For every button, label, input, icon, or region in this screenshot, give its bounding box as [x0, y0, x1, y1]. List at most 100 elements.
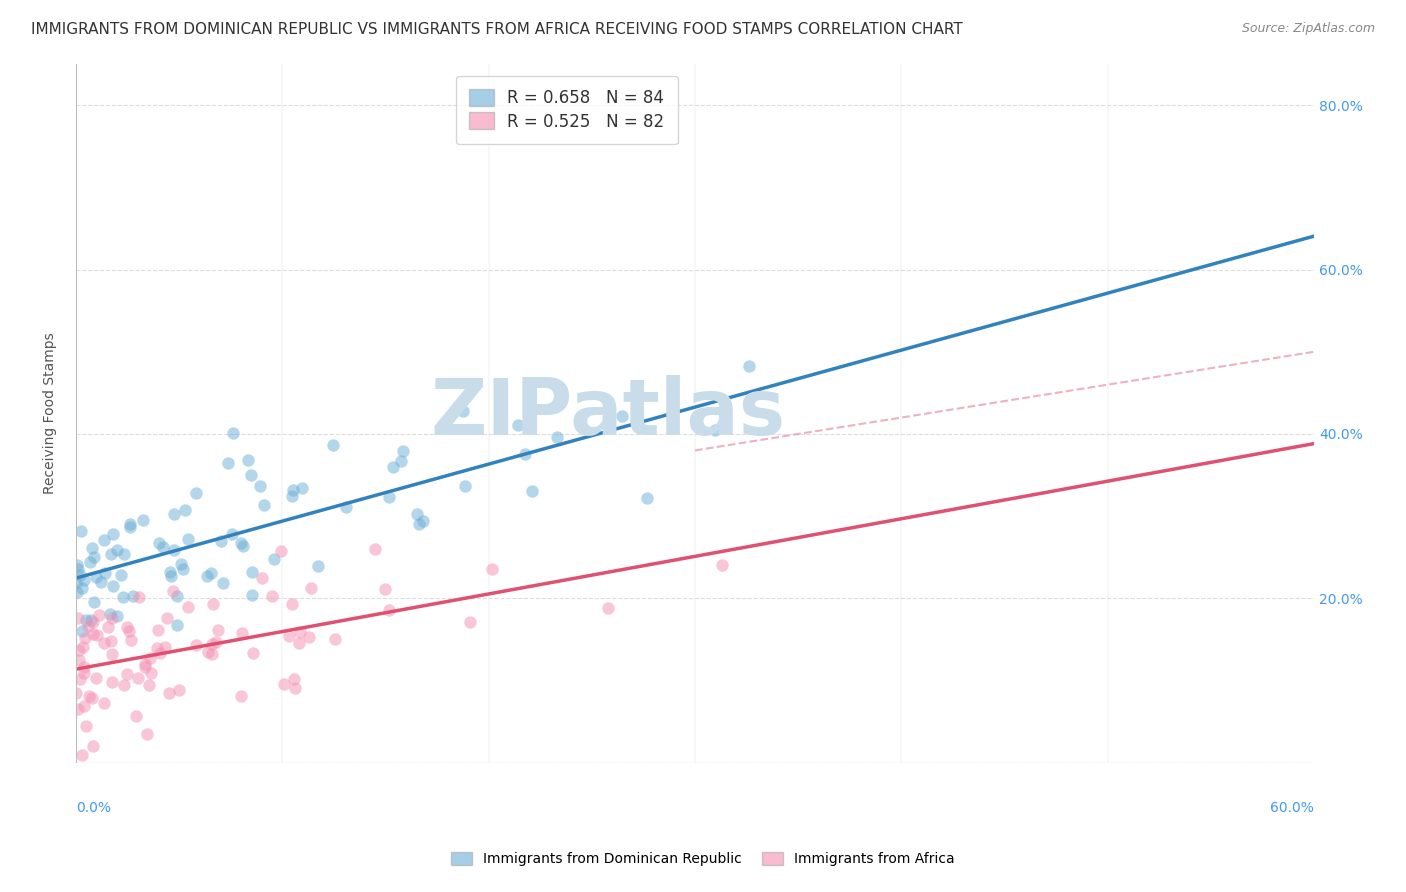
Point [408, 516, 430, 531]
Point [120, 633, 142, 648]
Point [200, 566, 222, 581]
Point [101, 579, 124, 593]
Point [636, 491, 658, 505]
Point [120, 520, 142, 534]
Point [155, 640, 177, 654]
Point [82, 615, 104, 630]
Point [69, 524, 91, 539]
Point [738, 359, 761, 373]
Point [101, 647, 124, 661]
Point [323, 632, 346, 646]
Point [70, 747, 93, 762]
Point [598, 601, 620, 615]
Point [65, 686, 87, 700]
Point [301, 581, 323, 595]
Point [221, 527, 243, 541]
Point [105, 608, 128, 623]
Point [75, 614, 97, 628]
Point [82, 690, 104, 705]
Point [513, 447, 536, 461]
Text: 60.0%: 60.0% [1270, 801, 1315, 815]
Point [184, 638, 207, 652]
Point [177, 600, 200, 615]
Point [86, 628, 108, 642]
Y-axis label: Receiving Food Stamps: Receiving Food Stamps [44, 333, 58, 494]
Point [73, 665, 96, 680]
Point [280, 597, 302, 611]
Point [148, 623, 170, 637]
Point [389, 454, 412, 468]
Point [132, 513, 155, 527]
Point [66, 702, 89, 716]
Point [100, 634, 122, 648]
Point [392, 443, 415, 458]
Point [381, 460, 404, 475]
Point [100, 547, 122, 561]
Point [66, 611, 89, 625]
Point [202, 597, 225, 611]
Point [70, 624, 93, 638]
Point [66, 558, 89, 573]
Point [89, 607, 111, 622]
Point [322, 438, 344, 452]
Point [76, 619, 98, 633]
Point [546, 430, 568, 444]
Point [406, 507, 429, 521]
Point [79, 613, 101, 627]
Point [139, 666, 162, 681]
Point [249, 479, 271, 493]
Point [138, 678, 160, 692]
Point [160, 569, 183, 583]
Point [101, 527, 124, 541]
Point [90, 575, 112, 590]
Point [176, 533, 198, 547]
Point [298, 630, 321, 644]
Point [262, 590, 284, 604]
Point [66, 562, 89, 576]
Point [72, 640, 94, 654]
Point [250, 570, 273, 584]
Point [69, 653, 91, 667]
Point [69, 672, 91, 686]
Legend: Immigrants from Dominican Republic, Immigrants from Africa: Immigrants from Dominican Republic, Immi… [446, 847, 960, 871]
Point [412, 514, 434, 528]
Point [710, 558, 733, 573]
Text: ZIPatlas: ZIPatlas [430, 376, 786, 451]
Point [612, 409, 634, 423]
Point [231, 625, 253, 640]
Point [288, 635, 311, 649]
Point [281, 489, 304, 503]
Text: 0.0%: 0.0% [76, 801, 111, 815]
Point [73, 574, 96, 588]
Point [70, 582, 93, 596]
Point [79, 555, 101, 569]
Point [263, 551, 285, 566]
Point [240, 588, 263, 602]
Point [66, 585, 89, 599]
Point [377, 603, 399, 617]
Point [378, 490, 401, 504]
Point [149, 646, 172, 660]
Point [283, 672, 305, 686]
Point [148, 536, 170, 550]
Point [82, 626, 104, 640]
Point [122, 589, 145, 603]
Point [253, 498, 276, 512]
Point [101, 674, 124, 689]
Point [229, 689, 252, 703]
Point [363, 541, 385, 556]
Point [83, 595, 105, 609]
Point [239, 468, 262, 483]
Point [115, 620, 138, 634]
Point [118, 517, 141, 532]
Point [152, 540, 174, 554]
Point [240, 566, 263, 580]
Point [212, 576, 235, 591]
Point [128, 590, 150, 604]
Point [166, 618, 188, 632]
Point [167, 683, 190, 698]
Point [135, 727, 157, 741]
Point [284, 681, 307, 696]
Point [174, 503, 197, 517]
Point [172, 562, 194, 576]
